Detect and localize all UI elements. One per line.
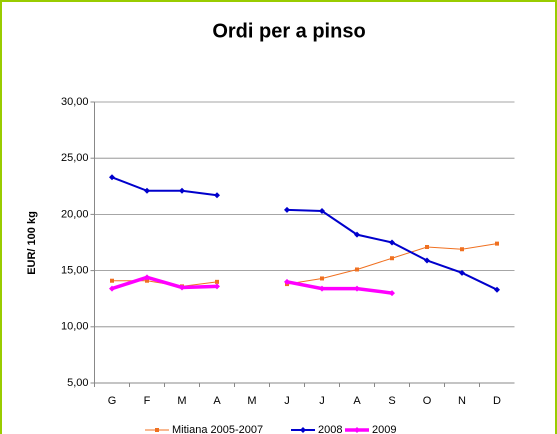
marker [389, 239, 395, 246]
x-tick-label: M [247, 395, 256, 407]
x-tick-label: D [493, 395, 501, 407]
marker [144, 274, 150, 281]
x-tick-label: N [458, 395, 466, 407]
marker [390, 256, 394, 261]
y-tick-label: 5,00 [67, 377, 88, 389]
marker [155, 428, 159, 432]
marker [109, 174, 115, 181]
legend-label: 2008 [318, 424, 342, 434]
marker [424, 257, 430, 264]
marker [300, 427, 306, 433]
x-tick-label: F [144, 395, 151, 407]
y-tick-label: 25,00 [61, 152, 89, 164]
x-tick-label: M [177, 395, 186, 407]
marker [214, 283, 220, 290]
marker [354, 285, 360, 292]
marker [494, 286, 500, 293]
marker [460, 247, 464, 252]
marker [144, 187, 150, 194]
legend-label: 2009 [372, 424, 396, 434]
marker [354, 231, 360, 238]
marker [109, 285, 115, 292]
marker [284, 278, 290, 285]
x-tick-label: O [423, 395, 432, 407]
y-tick-label: 15,00 [61, 265, 89, 277]
marker [214, 192, 220, 199]
series-line [111, 275, 393, 295]
y-tick-label: 10,00 [61, 321, 89, 333]
marker [110, 278, 114, 283]
chart-title: Ordi per a pinso [212, 20, 365, 42]
x-tick-label: G [108, 395, 117, 407]
marker [320, 276, 324, 281]
marker [354, 427, 360, 433]
marker [495, 241, 499, 246]
marker [459, 269, 465, 276]
x-tick-label: A [353, 395, 361, 407]
x-tick-label: J [319, 395, 325, 407]
x-tick-label: J [284, 395, 290, 407]
legend-label: Mitiana 2005-2007 [172, 424, 263, 434]
y-tick-label: 20,00 [61, 208, 89, 220]
y-axis-label: EUR/ 100 kg [26, 211, 38, 275]
marker [389, 290, 395, 297]
y-tick-label: 30,00 [61, 96, 89, 108]
x-tick-label: S [388, 395, 395, 407]
marker [319, 208, 325, 215]
marker [355, 267, 359, 272]
x-tick-label: A [213, 395, 221, 407]
marker [179, 187, 185, 194]
marker [425, 244, 429, 249]
marker [319, 285, 325, 292]
marker [215, 279, 219, 284]
marker [284, 206, 290, 213]
marker [179, 284, 185, 291]
marker [145, 278, 149, 283]
